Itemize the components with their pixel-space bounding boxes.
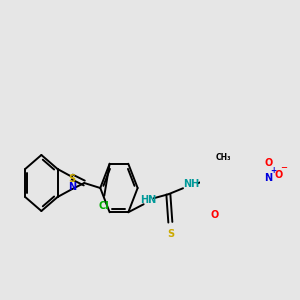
Text: HN: HN bbox=[140, 195, 156, 205]
Text: Cl: Cl bbox=[99, 201, 110, 211]
Text: S: S bbox=[69, 174, 76, 184]
Text: NH: NH bbox=[183, 179, 199, 189]
Text: −: − bbox=[280, 163, 286, 172]
Text: N: N bbox=[68, 182, 76, 192]
Text: +: + bbox=[270, 166, 276, 175]
Text: S: S bbox=[167, 229, 175, 239]
Text: N: N bbox=[264, 173, 272, 184]
Text: O: O bbox=[274, 170, 283, 181]
Text: O: O bbox=[264, 158, 273, 169]
Text: O: O bbox=[210, 210, 218, 220]
Text: CH₃: CH₃ bbox=[215, 153, 231, 162]
